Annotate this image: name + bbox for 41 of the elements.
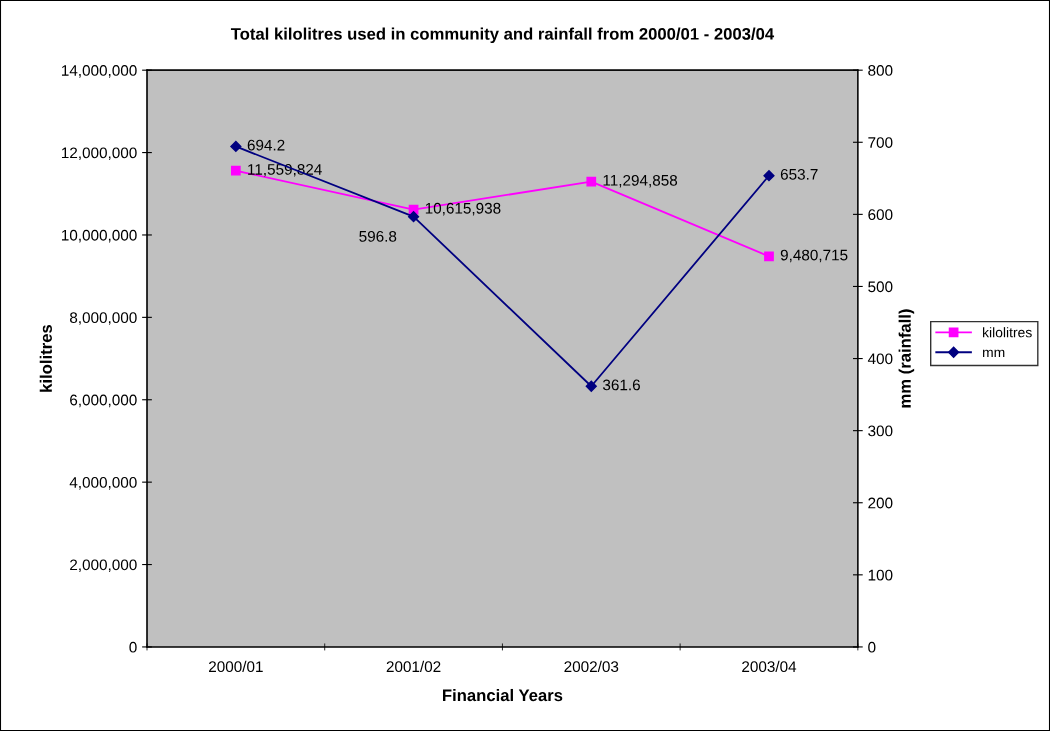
point	[586, 176, 597, 187]
point	[407, 211, 420, 223]
y2-tick-label: 400	[867, 353, 893, 365]
y-tick-label: 4,000,000	[69, 477, 137, 490]
data-label: 653.7	[780, 168, 818, 180]
y-tick-label: 2,000,000	[70, 559, 137, 573]
x-tick-label: 2000/01	[209, 660, 263, 673]
x-axis-title: Financial Years	[443, 688, 563, 702]
data-label: 694.2	[247, 139, 285, 151]
y-tick-label: 10,000,000	[61, 229, 137, 243]
point	[230, 165, 241, 176]
legend-label: kilolitres	[983, 327, 1032, 338]
y2-tick-label: 500	[868, 281, 893, 293]
chart-title: Total kilolitres used in community and rainfall from 2000/01 - 2003/04	[230, 27, 775, 44]
point	[585, 380, 597, 392]
x-tick-label: 2001/02	[386, 660, 441, 673]
y2-tick-label: 300	[868, 425, 893, 437]
y2-tick-label: 800	[868, 65, 893, 76]
x-tick-label: 2002/03	[564, 660, 619, 673]
data-label: 361.6	[602, 379, 640, 391]
y-tick-label: 6,000,000	[70, 394, 137, 408]
y2-tick-label: 200	[868, 497, 893, 509]
y-axis-title: kilolitres	[39, 324, 52, 392]
point	[763, 170, 775, 182]
data-label: 9,480,715	[780, 249, 848, 263]
legend-label: mm	[983, 349, 1005, 358]
point	[230, 140, 242, 153]
point	[764, 251, 774, 262]
y-tick-label: 14,000,000	[61, 65, 137, 78]
data-label: 596.8	[359, 230, 397, 242]
y2-tick-label: 600	[868, 209, 893, 221]
y2-tick-label: 0	[868, 641, 876, 653]
y-tick-label: 12,000,000	[61, 147, 137, 161]
y2-axis-title: mm (rainfall)	[898, 309, 915, 408]
y-tick-label: 0	[129, 641, 137, 653]
x-tick-label: 2003/04	[742, 660, 797, 673]
y2-tick-label: 100	[868, 569, 893, 581]
y-tick-label: 8,000,000	[69, 312, 137, 325]
data-label: 11,294,858	[603, 174, 678, 188]
y2-tick-label: 700	[868, 137, 893, 148]
data-label: 10,615,938	[425, 202, 501, 216]
